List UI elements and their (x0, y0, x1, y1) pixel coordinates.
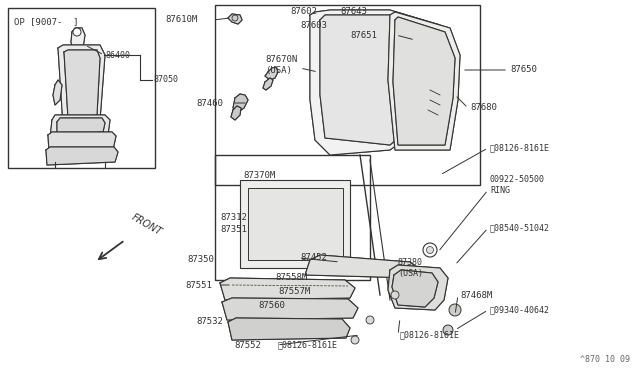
Polygon shape (46, 147, 118, 165)
Text: 87680: 87680 (470, 103, 497, 112)
Text: 87603: 87603 (300, 20, 327, 29)
Text: 87558M: 87558M (275, 273, 307, 282)
Text: 87670N
(USA): 87670N (USA) (265, 55, 297, 75)
Circle shape (366, 316, 374, 324)
Polygon shape (53, 80, 62, 105)
Text: 87312: 87312 (220, 214, 247, 222)
Polygon shape (392, 270, 438, 307)
Polygon shape (388, 265, 448, 310)
Text: 87650: 87650 (510, 65, 537, 74)
Text: Ⓑ08126-8161E: Ⓑ08126-8161E (400, 330, 460, 340)
Circle shape (443, 325, 453, 335)
Text: 87610M: 87610M (165, 16, 197, 25)
Polygon shape (220, 278, 355, 300)
Text: 87651: 87651 (350, 31, 377, 39)
Polygon shape (233, 94, 248, 112)
Polygon shape (231, 106, 241, 120)
Text: 87452: 87452 (300, 253, 327, 263)
Text: 87460: 87460 (196, 99, 223, 108)
Text: 87557M: 87557M (278, 288, 310, 296)
Polygon shape (228, 318, 350, 340)
Circle shape (351, 336, 359, 344)
Polygon shape (58, 45, 105, 125)
Polygon shape (64, 50, 100, 118)
Bar (215, 155, 370, 280)
Polygon shape (222, 298, 358, 320)
Polygon shape (393, 17, 455, 145)
Text: OP [9007-  ]: OP [9007- ] (14, 17, 79, 26)
Polygon shape (320, 15, 440, 145)
Text: 87643: 87643 (340, 7, 367, 16)
Polygon shape (263, 78, 273, 90)
Polygon shape (50, 115, 110, 138)
Circle shape (426, 247, 433, 253)
Text: 87380
(USA): 87380 (USA) (398, 258, 423, 278)
Text: 00922-50500
RING: 00922-50500 RING (490, 175, 545, 195)
Polygon shape (310, 10, 450, 155)
Polygon shape (48, 132, 116, 152)
Text: 87602: 87602 (290, 7, 317, 16)
Text: 86400: 86400 (105, 51, 130, 60)
Bar (248, 188, 343, 260)
Text: 87350: 87350 (187, 256, 214, 264)
Text: Ⓝ09340-40642: Ⓝ09340-40642 (490, 305, 550, 314)
Circle shape (449, 304, 461, 316)
Text: ^870 10 09: ^870 10 09 (580, 355, 630, 364)
Bar (8, 8, 155, 168)
Text: FRONT: FRONT (130, 212, 164, 237)
Polygon shape (265, 67, 278, 80)
Circle shape (423, 243, 437, 257)
Bar (215, 5, 480, 185)
Bar (240, 180, 350, 268)
Polygon shape (71, 28, 85, 52)
Polygon shape (388, 12, 460, 150)
Polygon shape (305, 255, 420, 278)
Text: 87551: 87551 (185, 280, 212, 289)
Text: 87468M: 87468M (460, 291, 492, 299)
Circle shape (391, 291, 399, 299)
Text: Ⓝ08540-51042: Ⓝ08540-51042 (490, 224, 550, 232)
Text: 87532: 87532 (196, 317, 223, 327)
Text: 87552: 87552 (234, 340, 261, 350)
Polygon shape (228, 14, 242, 24)
Text: 87560: 87560 (258, 301, 285, 310)
Polygon shape (57, 118, 105, 135)
Text: 87351: 87351 (220, 225, 247, 234)
Text: 87050: 87050 (153, 76, 178, 84)
Text: 87370M: 87370M (243, 170, 275, 180)
Text: Ⓑ08126-8161E: Ⓑ08126-8161E (490, 144, 550, 153)
Circle shape (232, 15, 238, 21)
Text: Ⓑ08126-8161E: Ⓑ08126-8161E (278, 340, 338, 350)
Circle shape (73, 28, 81, 36)
